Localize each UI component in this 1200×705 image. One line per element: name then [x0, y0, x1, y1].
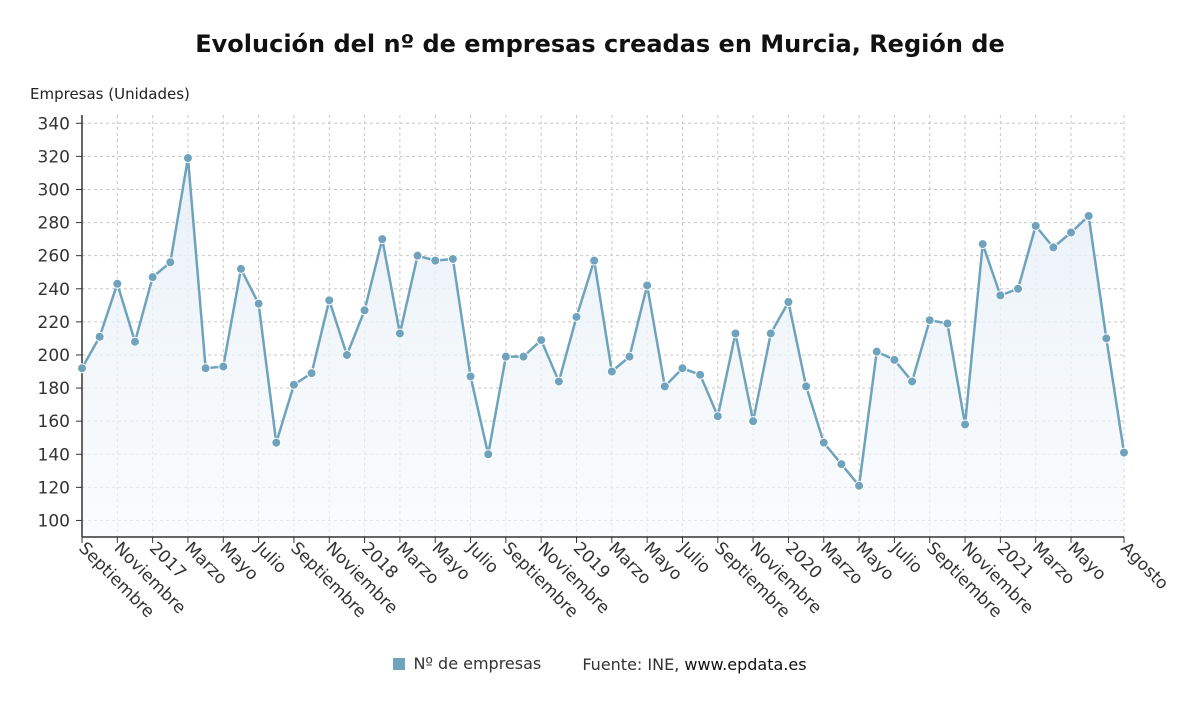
x-tick-label: Agosto [1116, 538, 1172, 594]
data-point [783, 297, 794, 308]
data-point [1119, 447, 1129, 458]
data-point [306, 368, 317, 379]
data-point [182, 153, 193, 164]
data-point [1030, 220, 1041, 231]
legend-item[interactable]: Nº de empresas [393, 654, 541, 673]
data-point [871, 346, 882, 357]
data-point [235, 263, 246, 274]
y-tick-label: 140 [38, 445, 70, 465]
y-tick-label: 220 [38, 313, 70, 333]
data-point [677, 363, 688, 374]
data-point [129, 336, 140, 347]
x-tick-labels: SeptiembreNoviembre2017MarzoMayoJulioSep… [74, 538, 1172, 622]
data-point [500, 351, 511, 362]
data-point [765, 328, 776, 339]
source-note: Fuente: INE, www.epdata.es [582, 655, 806, 674]
source-site[interactable]: www.epdata.es [684, 654, 807, 674]
y-tick-label: 260 [38, 247, 70, 267]
data-point [147, 272, 158, 283]
data-point [412, 250, 423, 261]
data-point [288, 379, 299, 390]
data-points [77, 153, 1129, 491]
data-point [730, 328, 741, 339]
data-point [271, 437, 282, 448]
data-point [1048, 242, 1059, 253]
data-point [624, 351, 635, 362]
data-point [77, 363, 87, 374]
data-point [942, 318, 953, 329]
y-tick-label: 300 [38, 180, 70, 200]
y-tick-label: 320 [38, 147, 70, 167]
data-point [483, 449, 494, 460]
data-point [960, 419, 971, 430]
data-point [854, 480, 865, 491]
y-tick-label: 180 [38, 379, 70, 399]
axes [76, 115, 1125, 543]
source-prefix: Fuente: INE, [582, 654, 685, 674]
series-line-path [80, 156, 1126, 487]
y-tick-label: 120 [38, 478, 70, 498]
data-point [1083, 210, 1094, 221]
y-tick-label: 200 [38, 346, 70, 366]
data-point [165, 257, 176, 268]
data-point [218, 361, 229, 372]
data-point [695, 369, 706, 380]
data-point [553, 376, 564, 387]
chart-title: Evolución del nº de empresas creadas en … [195, 30, 1005, 58]
data-point [94, 331, 105, 342]
y-tick-label: 340 [38, 114, 70, 134]
y-tick-label: 160 [38, 412, 70, 432]
data-point [801, 381, 812, 392]
data-point [606, 366, 617, 377]
data-point [659, 381, 670, 392]
y-tick-label: 280 [38, 214, 70, 234]
data-point [1013, 283, 1024, 294]
data-point [253, 298, 264, 309]
legend: Nº de empresas Fuente: INE, www.epdata.e… [0, 654, 1200, 674]
area-path [82, 158, 1124, 537]
legend-swatch [393, 657, 406, 670]
data-point [712, 411, 723, 422]
y-tick-label: 240 [38, 280, 70, 300]
data-point [1066, 227, 1077, 238]
series-line [80, 156, 1126, 487]
y-axis-label: Empresas (Unidades) [30, 85, 190, 103]
data-point [907, 376, 918, 387]
data-point [977, 239, 988, 250]
y-tick-label: 100 [38, 511, 70, 531]
data-point [642, 280, 653, 291]
data-point [394, 328, 405, 339]
data-point [324, 295, 335, 306]
data-point [1101, 333, 1112, 344]
data-point [589, 255, 600, 266]
data-point [836, 459, 847, 470]
data-point [818, 437, 829, 448]
data-point [889, 354, 900, 365]
data-point [536, 335, 547, 346]
data-point [748, 416, 759, 427]
data-point [995, 290, 1006, 301]
y-tick-labels: 100 120 140 160 180 200 220 240 260 280 300 320 340 [38, 114, 70, 531]
data-point [924, 315, 935, 326]
data-point [359, 305, 370, 316]
data-point [571, 311, 582, 322]
data-point [518, 351, 529, 362]
data-point [465, 371, 476, 382]
data-point [447, 253, 458, 264]
area-fill [82, 158, 1124, 537]
data-point [200, 363, 211, 374]
line-chart: Empresas (Unidades) 100 120 140 160 180 200 22… [30, 85, 1172, 622]
data-point [341, 349, 352, 360]
data-point [112, 278, 123, 289]
data-point [430, 255, 441, 266]
data-point [377, 234, 388, 245]
legend-series-label: Nº de empresas [413, 654, 542, 673]
